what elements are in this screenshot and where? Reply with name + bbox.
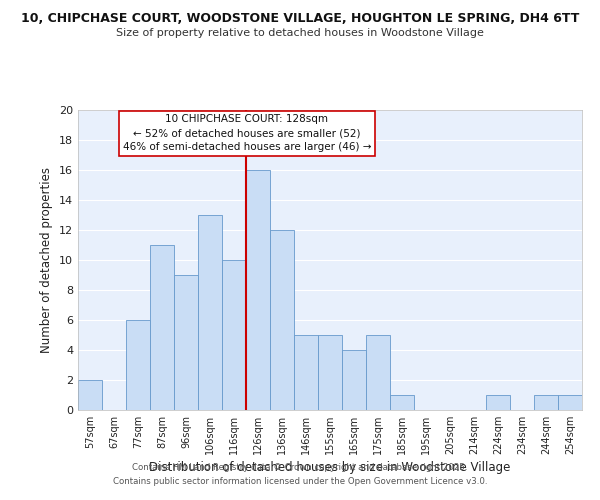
Y-axis label: Number of detached properties: Number of detached properties (40, 167, 53, 353)
Bar (150, 245, 174, 410)
Bar (318, 335, 342, 410)
Bar (222, 260, 246, 410)
Bar (534, 395, 558, 410)
Text: 10 CHIPCHASE COURT: 128sqm
← 52% of detached houses are smaller (52)
46% of semi: 10 CHIPCHASE COURT: 128sqm ← 52% of deta… (122, 114, 371, 152)
Bar (558, 395, 582, 410)
X-axis label: Distribution of detached houses by size in Woodstone Village: Distribution of detached houses by size … (149, 461, 511, 474)
Bar (78, 380, 102, 410)
Text: Contains public sector information licensed under the Open Government Licence v3: Contains public sector information licen… (113, 477, 487, 486)
Text: Size of property relative to detached houses in Woodstone Village: Size of property relative to detached ho… (116, 28, 484, 38)
Bar (174, 275, 198, 410)
Bar (198, 215, 222, 410)
Text: 10, CHIPCHASE COURT, WOODSTONE VILLAGE, HOUGHTON LE SPRING, DH4 6TT: 10, CHIPCHASE COURT, WOODSTONE VILLAGE, … (21, 12, 579, 26)
Bar (270, 230, 294, 410)
Bar (342, 350, 366, 410)
Bar (246, 170, 270, 410)
Bar (366, 335, 390, 410)
Text: Contains HM Land Registry data © Crown copyright and database right 2025.: Contains HM Land Registry data © Crown c… (132, 464, 468, 472)
Bar (126, 320, 150, 410)
Bar (486, 395, 510, 410)
Bar (390, 395, 414, 410)
Bar (294, 335, 318, 410)
